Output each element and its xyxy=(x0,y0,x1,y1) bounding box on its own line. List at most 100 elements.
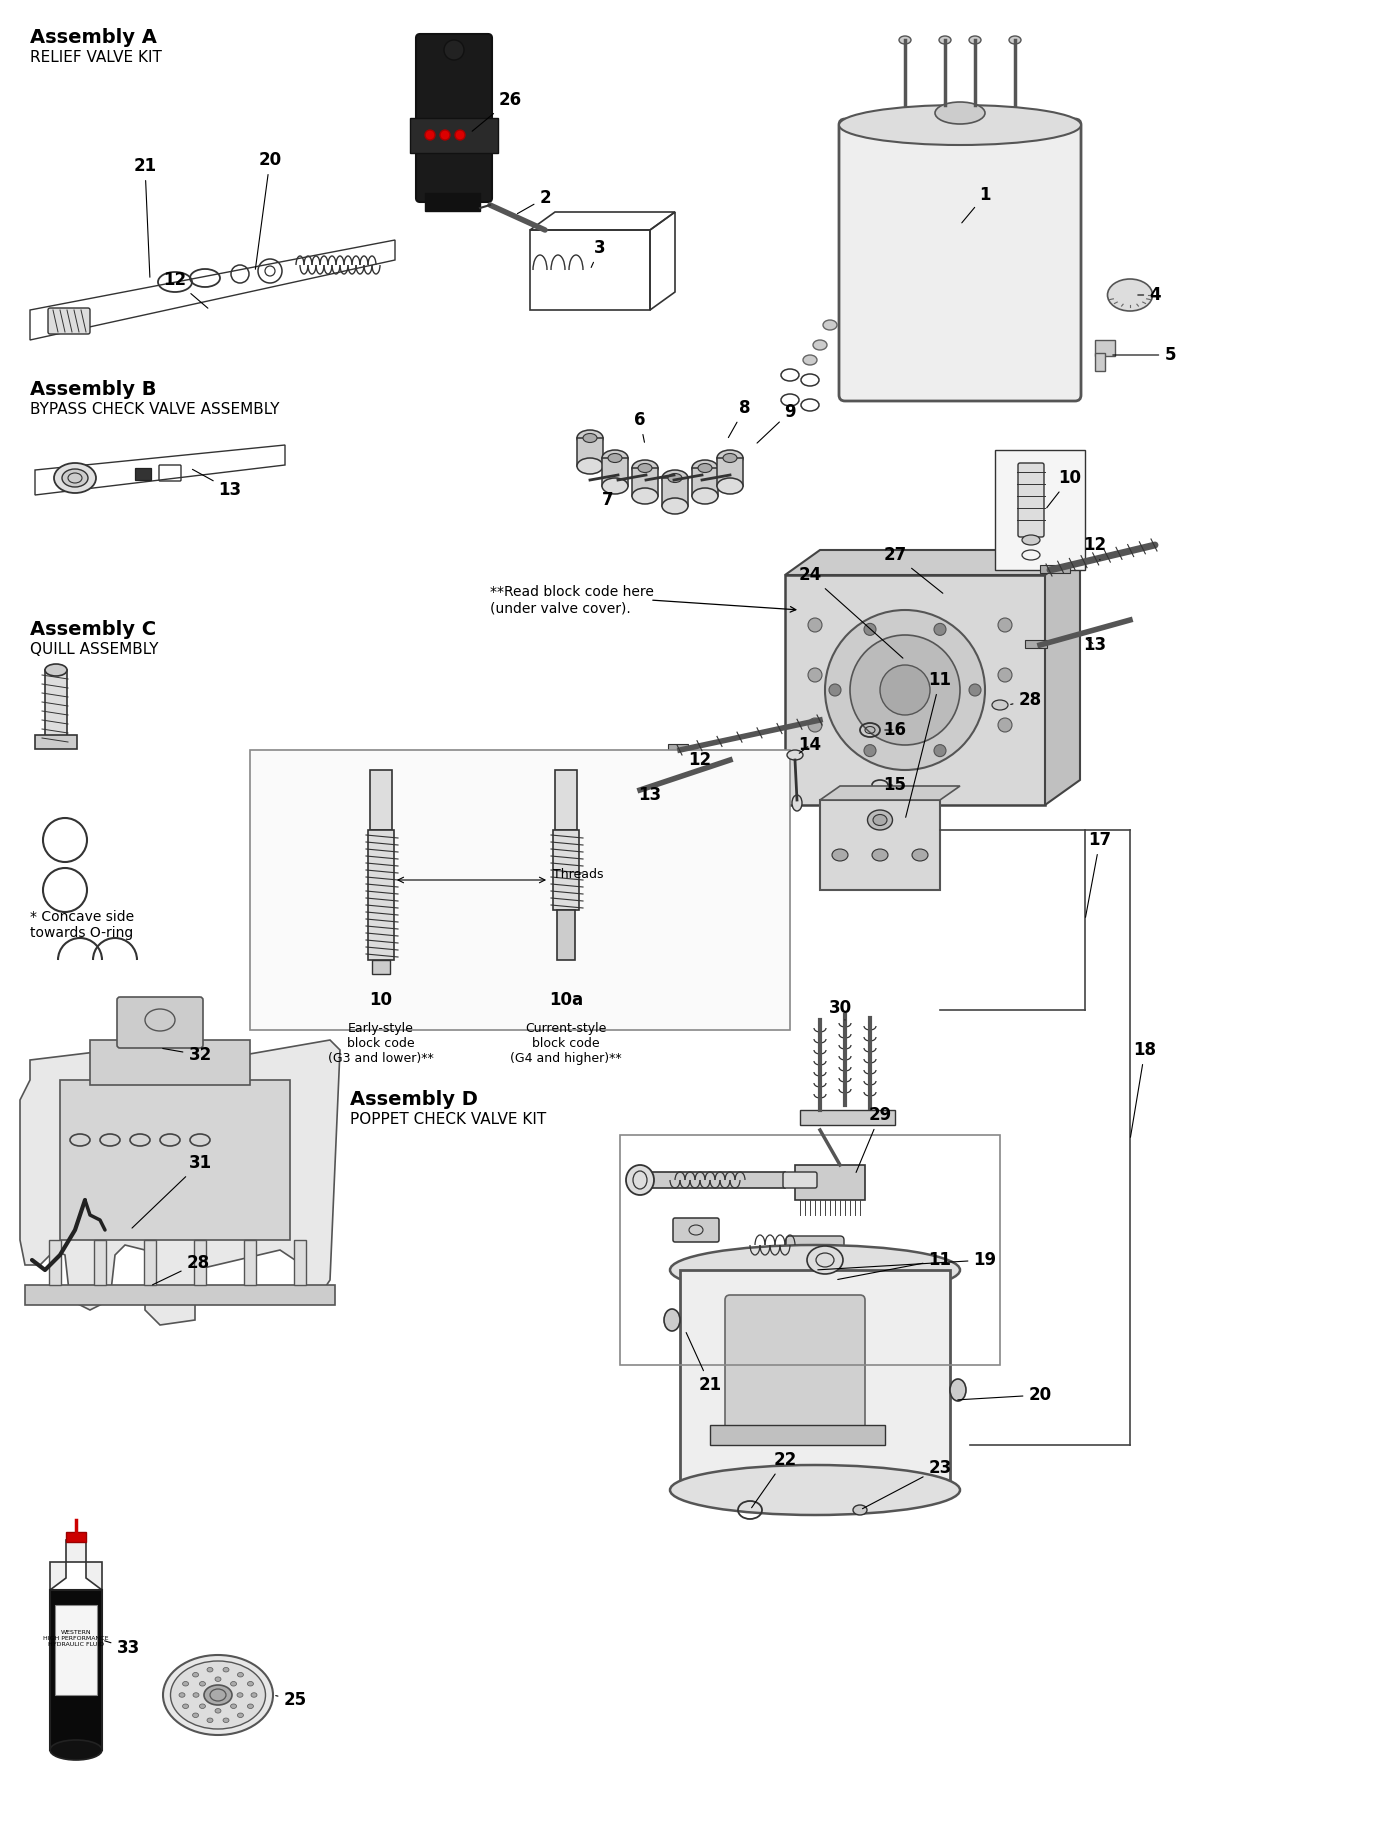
Ellipse shape xyxy=(717,477,743,494)
Ellipse shape xyxy=(833,848,848,861)
Bar xyxy=(680,1270,949,1490)
Ellipse shape xyxy=(949,1378,966,1400)
Bar xyxy=(60,1080,290,1239)
Ellipse shape xyxy=(662,470,688,486)
Bar xyxy=(785,576,1046,804)
Circle shape xyxy=(864,623,877,636)
Text: Assembly A: Assembly A xyxy=(30,27,157,48)
Text: 8: 8 xyxy=(728,399,750,437)
Text: 13: 13 xyxy=(639,786,661,804)
Ellipse shape xyxy=(787,749,802,760)
Text: 28: 28 xyxy=(153,1254,210,1285)
Text: 12: 12 xyxy=(688,751,712,770)
Ellipse shape xyxy=(602,477,628,494)
Bar xyxy=(555,770,577,830)
Text: 12: 12 xyxy=(164,271,207,309)
Circle shape xyxy=(440,130,451,141)
Text: * Concave side
towards O-ring: * Concave side towards O-ring xyxy=(30,910,135,940)
Ellipse shape xyxy=(969,37,981,44)
Text: 26: 26 xyxy=(473,91,522,132)
Polygon shape xyxy=(87,1561,102,1590)
Polygon shape xyxy=(1046,550,1080,804)
FancyBboxPatch shape xyxy=(725,1294,866,1435)
Ellipse shape xyxy=(609,453,622,462)
Text: 30: 30 xyxy=(829,998,852,1020)
FancyBboxPatch shape xyxy=(840,119,1081,400)
Ellipse shape xyxy=(872,815,888,826)
Ellipse shape xyxy=(671,1245,960,1294)
Text: RELIEF VALVE KIT: RELIEF VALVE KIT xyxy=(30,49,162,66)
Ellipse shape xyxy=(632,461,658,475)
Ellipse shape xyxy=(698,464,712,472)
Ellipse shape xyxy=(823,320,837,331)
Bar xyxy=(995,450,1085,570)
Bar xyxy=(577,439,603,466)
Polygon shape xyxy=(785,550,1080,576)
Bar xyxy=(370,770,392,830)
Bar xyxy=(717,459,743,486)
Ellipse shape xyxy=(223,1718,229,1722)
Bar xyxy=(34,735,77,749)
Text: Assembly D: Assembly D xyxy=(350,1089,478,1110)
Ellipse shape xyxy=(179,1693,185,1696)
FancyBboxPatch shape xyxy=(416,35,492,203)
Bar xyxy=(93,1239,106,1285)
Text: Current-style
block code
(G4 and higher)**: Current-style block code (G4 and higher)… xyxy=(510,1022,622,1066)
Text: QUILL ASSEMBLY: QUILL ASSEMBLY xyxy=(30,642,158,656)
Text: 14: 14 xyxy=(798,737,822,753)
Ellipse shape xyxy=(192,1713,199,1718)
Text: 17: 17 xyxy=(1085,832,1112,918)
Ellipse shape xyxy=(668,473,682,483)
Text: BYPASS CHECK VALVE ASSEMBLY: BYPASS CHECK VALVE ASSEMBLY xyxy=(30,402,279,417)
Ellipse shape xyxy=(192,1673,199,1676)
Bar xyxy=(245,1239,256,1285)
Circle shape xyxy=(808,667,822,682)
Text: 25: 25 xyxy=(276,1691,306,1709)
Text: Assembly B: Assembly B xyxy=(30,380,157,399)
Bar xyxy=(45,671,67,746)
Text: 7: 7 xyxy=(602,492,614,508)
Ellipse shape xyxy=(183,1682,188,1685)
Text: 4: 4 xyxy=(1138,285,1161,303)
Text: 20: 20 xyxy=(256,152,282,269)
Ellipse shape xyxy=(251,1693,257,1696)
FancyBboxPatch shape xyxy=(783,1172,818,1188)
Ellipse shape xyxy=(938,37,951,44)
Ellipse shape xyxy=(583,433,596,442)
Text: 10: 10 xyxy=(370,991,393,1009)
Bar xyxy=(692,468,719,495)
Polygon shape xyxy=(21,1040,339,1325)
Ellipse shape xyxy=(723,453,736,462)
Bar xyxy=(662,477,688,506)
Bar xyxy=(250,749,790,1029)
Text: 31: 31 xyxy=(132,1153,212,1228)
Bar xyxy=(710,1426,885,1444)
Ellipse shape xyxy=(203,1685,232,1706)
Text: 18: 18 xyxy=(1131,1040,1157,1137)
Ellipse shape xyxy=(692,488,719,505)
Ellipse shape xyxy=(664,1309,680,1331)
Bar xyxy=(66,1539,87,1561)
Text: 32: 32 xyxy=(162,1046,212,1064)
Text: 13: 13 xyxy=(1084,636,1106,654)
Circle shape xyxy=(934,623,947,636)
Bar xyxy=(49,1590,102,1749)
Bar xyxy=(602,459,628,486)
Bar xyxy=(530,230,650,311)
Text: 33: 33 xyxy=(104,1640,140,1656)
Bar xyxy=(1040,565,1070,572)
Text: 3: 3 xyxy=(591,239,606,267)
Polygon shape xyxy=(49,1561,66,1590)
Bar xyxy=(1095,353,1105,371)
Text: 6: 6 xyxy=(635,411,646,442)
Bar xyxy=(644,1172,785,1188)
Circle shape xyxy=(829,684,841,696)
Bar xyxy=(668,744,688,751)
Bar xyxy=(135,468,151,481)
Circle shape xyxy=(969,684,981,696)
Ellipse shape xyxy=(627,1164,654,1196)
Text: 10: 10 xyxy=(1047,470,1081,508)
Text: 28: 28 xyxy=(1011,691,1041,709)
Bar xyxy=(409,119,497,154)
Circle shape xyxy=(808,718,822,731)
